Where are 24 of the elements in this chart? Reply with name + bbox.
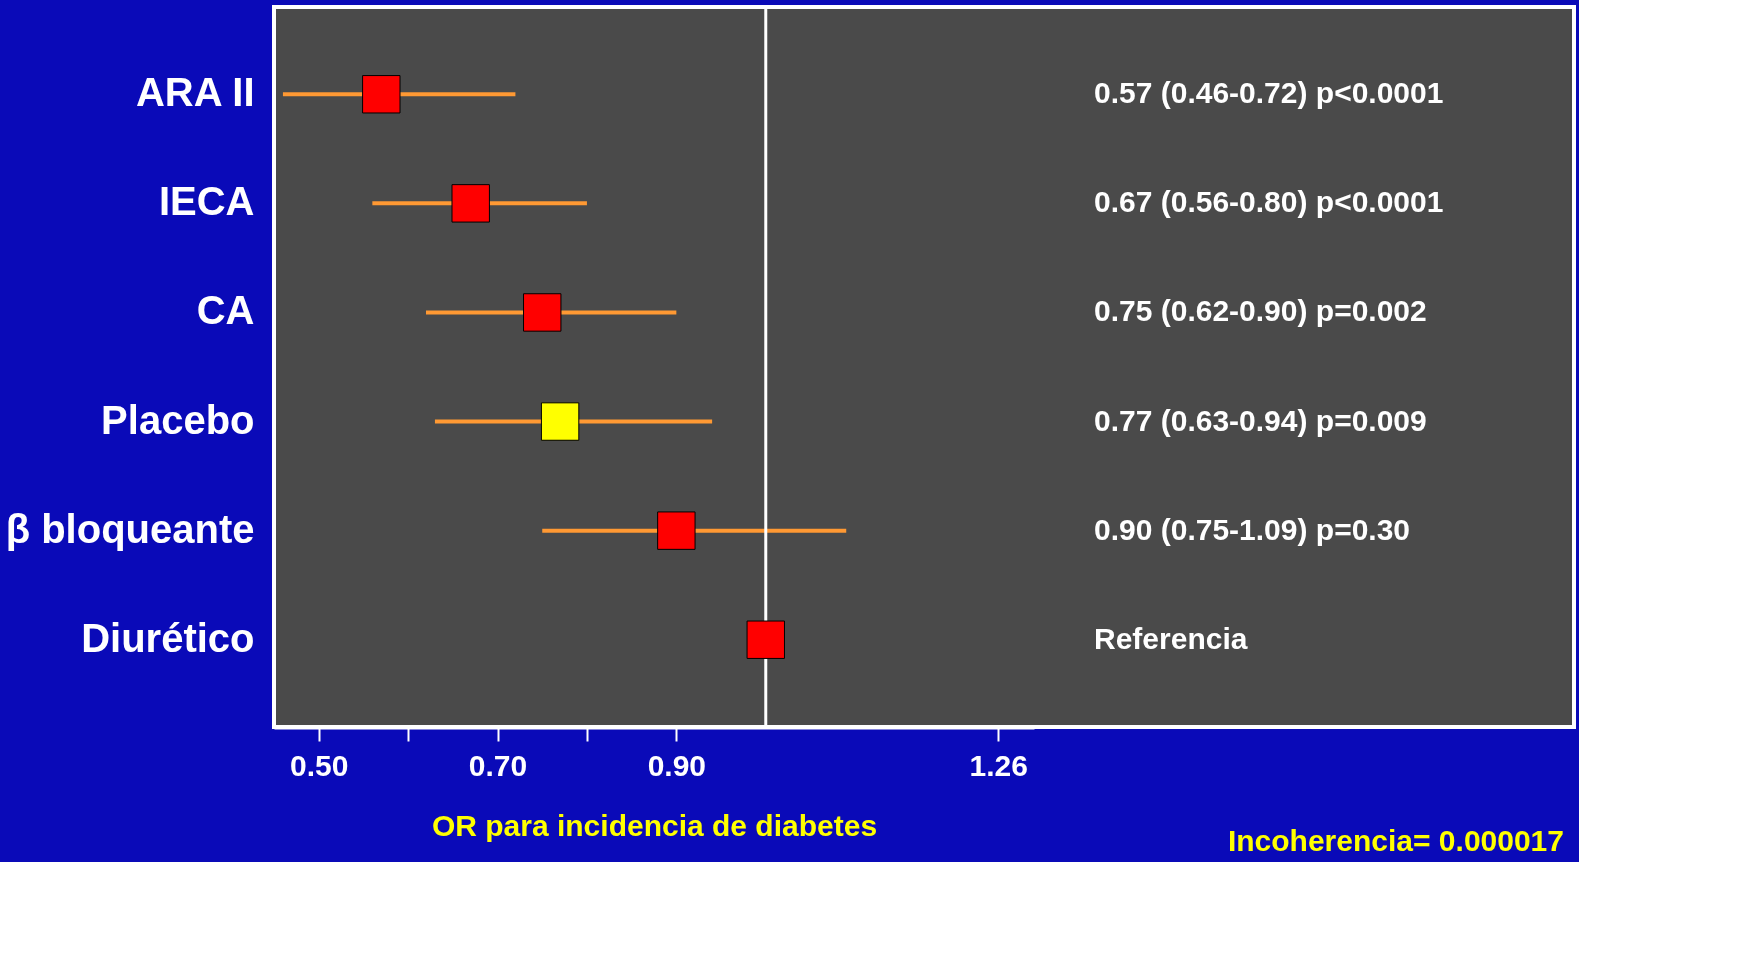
y-tick-label: CA bbox=[196, 288, 255, 333]
point bbox=[540, 402, 580, 441]
x-tick-label: 0.90 bbox=[647, 748, 707, 782]
x-tick-label: 1.26 bbox=[969, 748, 1028, 782]
text: 0.75 (0.62-0.90) p=0.002 bbox=[1094, 294, 1427, 328]
point bbox=[657, 511, 696, 550]
x-tick-label: 0.70 bbox=[468, 748, 528, 782]
text: 0.77 (0.63-0.94) p=0.009 bbox=[1094, 403, 1427, 437]
x-tick-label: 0.50 bbox=[290, 748, 349, 782]
text: 0.67 (0.56-0.80) p<0.0001 bbox=[1094, 185, 1444, 219]
y-tick-label: Placebo bbox=[101, 397, 255, 442]
text: 0.57 (0.46-0.72) p<0.0001 bbox=[1094, 76, 1444, 110]
y-tick-label: ARA II bbox=[135, 70, 255, 115]
text: 0.90 (0.75-1.09) p=0.30 bbox=[1094, 512, 1411, 546]
x-axis-title: OR para incidencia de diabetes bbox=[431, 808, 878, 842]
point bbox=[451, 184, 490, 223]
point bbox=[746, 620, 785, 659]
y-tick-label: IECA bbox=[158, 179, 255, 224]
text: Incoherencia= 0.000017 bbox=[1227, 824, 1564, 857]
text: Referencia bbox=[1094, 621, 1248, 655]
point bbox=[523, 293, 562, 332]
y-tick-label: Diurético bbox=[81, 615, 255, 660]
point bbox=[362, 75, 401, 114]
y-tick-label: β bloqueante bbox=[5, 506, 255, 551]
